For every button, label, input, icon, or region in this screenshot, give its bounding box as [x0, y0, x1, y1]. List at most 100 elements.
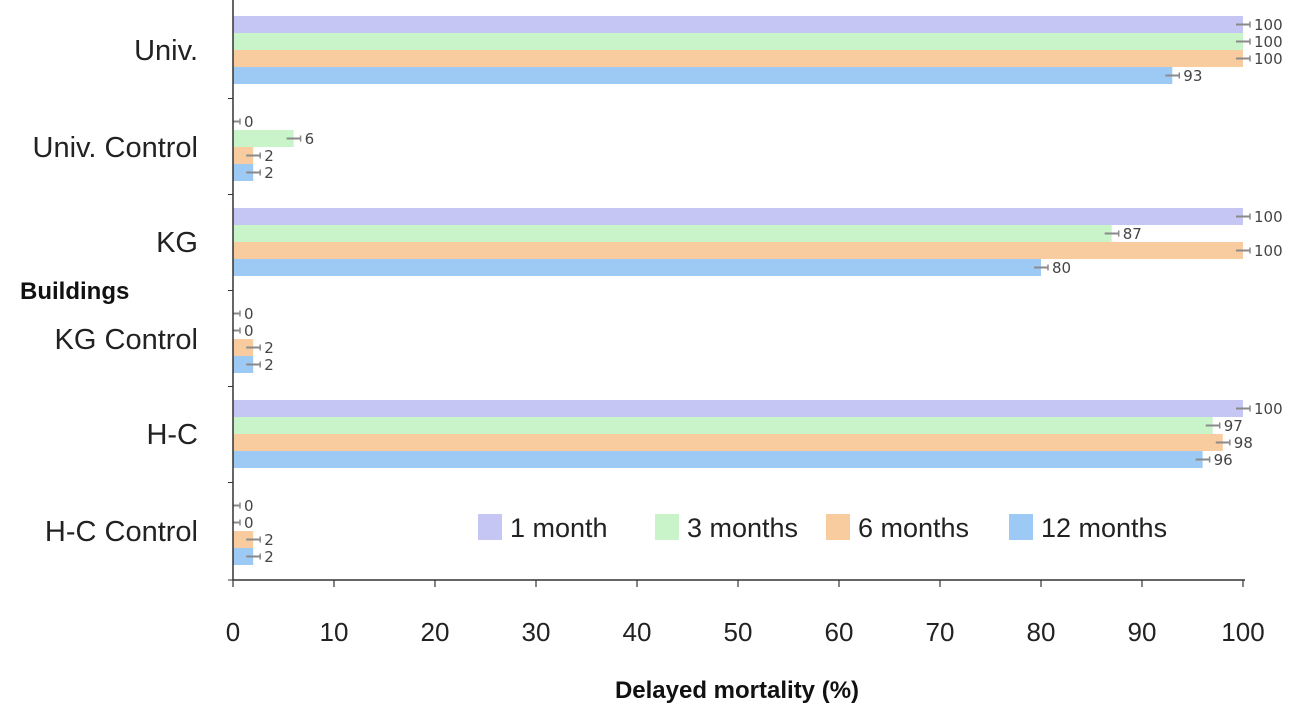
data-label: 87	[1123, 225, 1142, 243]
error-bar	[1236, 38, 1251, 45]
legend-swatch	[478, 514, 502, 540]
bar	[233, 356, 254, 373]
legend-label: 6 months	[858, 513, 969, 543]
legend-label: 3 months	[687, 513, 798, 543]
x-tick-label: 80	[1027, 617, 1056, 647]
legend-item: 3 months	[655, 513, 798, 543]
x-axis-title: Delayed mortality (%)	[615, 677, 859, 704]
bar	[233, 16, 1243, 33]
bar	[233, 531, 254, 548]
error-bar	[1165, 72, 1181, 79]
error-bar	[1236, 21, 1251, 28]
legend-swatch	[1009, 514, 1033, 540]
legend-swatch	[655, 514, 679, 540]
x-tick-label: 60	[825, 617, 854, 647]
data-label: 6	[305, 130, 315, 148]
legend-item: 1 month	[478, 513, 608, 543]
error-bar	[1034, 264, 1049, 271]
bar	[233, 164, 254, 181]
data-label: 100	[1254, 208, 1283, 226]
data-label: 2	[264, 164, 274, 182]
bars-layer	[233, 16, 1243, 565]
data-label: 0	[244, 514, 254, 532]
x-tick-label: 100	[1221, 617, 1264, 647]
bar	[233, 33, 1243, 50]
data-label: 100	[1254, 242, 1283, 260]
error-bar	[246, 169, 261, 176]
error-bar	[233, 327, 241, 334]
error-bar	[233, 118, 241, 125]
data-label: 93	[1183, 67, 1202, 85]
error-bar	[246, 344, 261, 351]
error-bar	[1236, 247, 1251, 254]
bar	[233, 400, 1243, 417]
data-label: 100	[1254, 16, 1283, 34]
data-label: 100	[1254, 400, 1283, 418]
error-bar	[246, 553, 261, 560]
error-bar	[1236, 213, 1251, 220]
data-label: 0	[244, 322, 254, 340]
data-label: 2	[264, 339, 274, 357]
bar	[233, 225, 1112, 242]
category-label: H-C Control	[45, 516, 198, 548]
error-bars-layer	[233, 21, 1251, 560]
bar	[233, 50, 1243, 67]
error-bar	[1195, 456, 1211, 463]
axes	[228, 0, 1245, 587]
error-bar	[246, 152, 261, 159]
category-label: Univ. Control	[33, 132, 198, 164]
error-bar	[1104, 230, 1120, 237]
legend-swatch	[826, 514, 850, 540]
error-bar	[233, 310, 241, 317]
x-tick-label: 40	[623, 617, 652, 647]
legend-label: 1 month	[510, 513, 608, 543]
bar	[233, 130, 294, 147]
data-label: 96	[1214, 451, 1233, 469]
data-label: 2	[264, 356, 274, 374]
bar	[233, 339, 254, 356]
error-bar	[286, 135, 302, 142]
category-label: Univ.	[134, 35, 198, 67]
data-label: 2	[264, 531, 274, 549]
legend-item: 6 months	[826, 513, 969, 543]
data-label: 100	[1254, 33, 1283, 51]
category-label: KG Control	[55, 324, 198, 356]
bar	[233, 451, 1203, 468]
data-label: 80	[1052, 259, 1071, 277]
error-bar	[233, 519, 241, 526]
bar	[233, 242, 1243, 259]
bar	[233, 548, 254, 565]
data-label: 98	[1234, 434, 1253, 452]
category-labels: Univ. Univ. Control KG KG Control H-C H-C Con…	[33, 35, 198, 548]
legend-item: 12 months	[1009, 513, 1167, 543]
x-tick-label: 90	[1128, 617, 1157, 647]
error-bar	[246, 536, 261, 543]
bar	[233, 67, 1173, 84]
data-label: 2	[264, 147, 274, 165]
bar	[233, 434, 1223, 451]
data-label: 0	[244, 497, 254, 515]
data-label: 97	[1224, 417, 1243, 435]
legend-label: 12 months	[1041, 513, 1167, 543]
category-label: KG	[156, 227, 198, 259]
x-tick-label: 0	[226, 617, 240, 647]
x-tick-label: 30	[522, 617, 551, 647]
data-label: 0	[244, 305, 254, 323]
category-label: H-C	[146, 419, 198, 451]
error-bar	[1205, 422, 1221, 429]
x-tick-label: 50	[724, 617, 753, 647]
error-bar	[233, 502, 241, 509]
data-label: 100	[1254, 50, 1283, 68]
x-tick-labels: 0 10 20 30 40 50 60 70 80 90 100	[226, 617, 1265, 647]
y-axis-title: Buildings	[20, 278, 129, 305]
bar	[233, 259, 1041, 276]
error-bar	[246, 361, 261, 368]
x-tick-label: 70	[926, 617, 955, 647]
legend: 1 month 3 months 6 months 12 months	[478, 513, 1167, 543]
bar	[233, 147, 254, 164]
data-labels-layer: 1001001009306221008710080002210097989600…	[244, 16, 1283, 566]
error-bar	[1236, 55, 1251, 62]
data-label: 2	[264, 548, 274, 566]
data-label: 0	[244, 113, 254, 131]
